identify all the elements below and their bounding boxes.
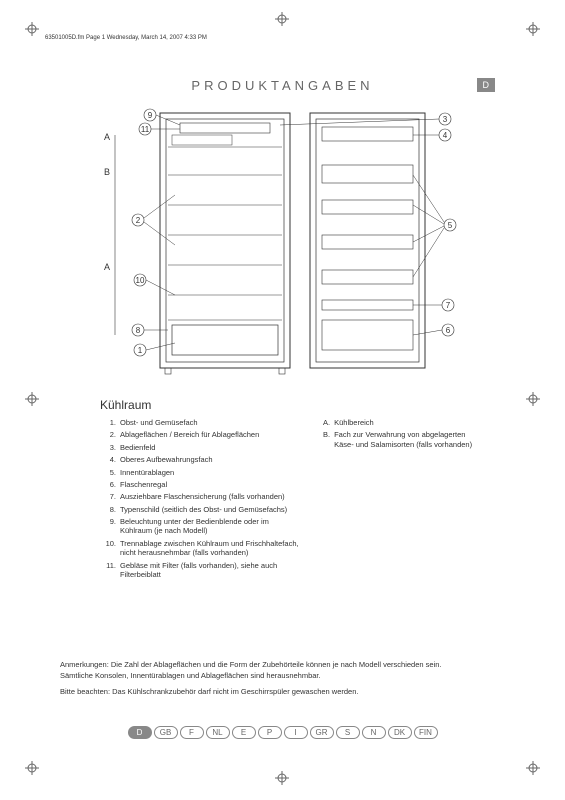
lang-pill-e[interactable]: E	[232, 726, 256, 739]
list-num: B.	[314, 430, 334, 449]
svg-text:4: 4	[443, 131, 448, 140]
list-text: Flaschenregal	[120, 480, 299, 489]
file-header: 63501005D.fm Page 1 Wednesday, March 14,…	[45, 35, 207, 41]
list-num: 5.	[100, 468, 120, 477]
svg-text:10: 10	[136, 276, 145, 285]
lang-pill-f[interactable]: F	[180, 726, 204, 739]
numbered-list: 1.Obst- und Gemüsefach2.Ablageflächen / …	[100, 418, 299, 582]
lang-pill-p[interactable]: P	[258, 726, 282, 739]
list-text: Trennablage zwischen Kühlraum und Frisch…	[120, 539, 299, 558]
list-item: 1.Obst- und Gemüsefach	[100, 418, 299, 427]
list-item: B.Fach zur Verwahrung von abgelagerten K…	[314, 430, 480, 449]
svg-text:3: 3	[443, 115, 448, 124]
note-line: Bitte beachten: Das Kühlschrankzubehör d…	[60, 687, 505, 698]
lang-pill-n[interactable]: N	[362, 726, 386, 739]
list-item: 4.Oberes Aufbewahrungsfach	[100, 455, 299, 464]
list-text: Gebläse mit Filter (falls vorhanden), si…	[120, 561, 299, 580]
list-text: Kühlbereich	[334, 418, 480, 427]
list-item: A.Kühlbereich	[314, 418, 480, 427]
lang-pill-gb[interactable]: GB	[154, 726, 178, 739]
list-item: 6.Flaschenregal	[100, 480, 299, 489]
svg-text:2: 2	[136, 216, 141, 225]
crop-mark-icon	[526, 759, 540, 780]
list-text: Typenschild (seitlich des Obst- und Gemü…	[120, 505, 299, 514]
list-item: 10.Trennablage zwischen Kühlraum und Fri…	[100, 539, 299, 558]
list-text: Innentürablagen	[120, 468, 299, 477]
list-num: 8.	[100, 505, 120, 514]
lang-pill-dk[interactable]: DK	[388, 726, 412, 739]
list-item: 3.Bedienfeld	[100, 443, 299, 452]
lang-pill-gr[interactable]: GR	[310, 726, 334, 739]
list-text: Ablageflächen / Bereich für Ablagefläche…	[120, 430, 299, 439]
list-num: 6.	[100, 480, 120, 489]
list-text: Ausziehbare Flaschensicherung (falls vor…	[120, 492, 299, 501]
svg-text:5: 5	[448, 221, 453, 230]
list-text: Bedienfeld	[120, 443, 299, 452]
lang-pill-d[interactable]: D	[128, 726, 152, 739]
list-num: 7.	[100, 492, 120, 501]
lang-pill-nl[interactable]: NL	[206, 726, 230, 739]
arrow-label: A	[104, 262, 110, 272]
description-lists: 1.Obst- und Gemüsefach2.Ablageflächen / …	[100, 418, 480, 582]
list-item: 2.Ablageflächen / Bereich für Ablagefläc…	[100, 430, 299, 439]
list-num: 9.	[100, 517, 120, 536]
crop-mark-icon	[526, 390, 540, 411]
svg-text:7: 7	[446, 301, 451, 310]
lang-pill-fin[interactable]: FIN	[414, 726, 438, 739]
language-selector: DGBFNLEPIGRSNDKFIN	[0, 722, 565, 740]
svg-text:9: 9	[148, 111, 153, 120]
svg-text:6: 6	[446, 326, 451, 335]
note-line: Sämtliche Konsolen, Innentürablagen und …	[60, 671, 505, 682]
language-badge: D	[477, 78, 496, 92]
fridge-diagram: A B A	[80, 105, 480, 385]
page: 63501005D.fm Page 1 Wednesday, March 14,…	[0, 0, 565, 800]
list-num: A.	[314, 418, 334, 427]
crop-mark-icon	[25, 20, 39, 41]
list-text: Oberes Aufbewahrungsfach	[120, 455, 299, 464]
list-item: 9.Beleuchtung unter der Bedienblende ode…	[100, 517, 299, 536]
list-text: Beleuchtung unter der Bedienblende oder …	[120, 517, 299, 536]
lettered-list: A.KühlbereichB.Fach zur Verwahrung von a…	[314, 418, 480, 582]
list-num: 3.	[100, 443, 120, 452]
list-num: 2.	[100, 430, 120, 439]
crop-mark-icon	[25, 759, 39, 780]
list-num: 1.	[100, 418, 120, 427]
list-item: 5.Innentürablagen	[100, 468, 299, 477]
list-item: 7.Ausziehbare Flaschensicherung (falls v…	[100, 492, 299, 501]
subheading: Kühlraum	[100, 398, 151, 412]
list-num: 10.	[100, 539, 120, 558]
crop-mark-icon	[25, 390, 39, 411]
svg-text:11: 11	[141, 125, 150, 134]
list-num: 4.	[100, 455, 120, 464]
lang-pill-i[interactable]: I	[284, 726, 308, 739]
list-item: 8.Typenschild (seitlich des Obst- und Ge…	[100, 505, 299, 514]
crop-mark-icon	[526, 20, 540, 41]
list-num: 11.	[100, 561, 120, 580]
lang-pill-s[interactable]: S	[336, 726, 360, 739]
notes: Anmerkungen: Die Zahl der Ablageflächen …	[60, 660, 505, 698]
svg-text:8: 8	[136, 326, 141, 335]
arrow-label: A	[104, 132, 110, 142]
crop-mark-icon	[275, 769, 289, 790]
crop-mark-icon	[275, 10, 289, 31]
list-text: Obst- und Gemüsefach	[120, 418, 299, 427]
note-line: Anmerkungen: Die Zahl der Ablageflächen …	[60, 660, 505, 671]
arrow-label: B	[104, 167, 110, 177]
list-item: 11.Gebläse mit Filter (falls vorhanden),…	[100, 561, 299, 580]
list-text: Fach zur Verwahrung von abgelagerten Käs…	[334, 430, 480, 449]
svg-text:1: 1	[138, 346, 143, 355]
